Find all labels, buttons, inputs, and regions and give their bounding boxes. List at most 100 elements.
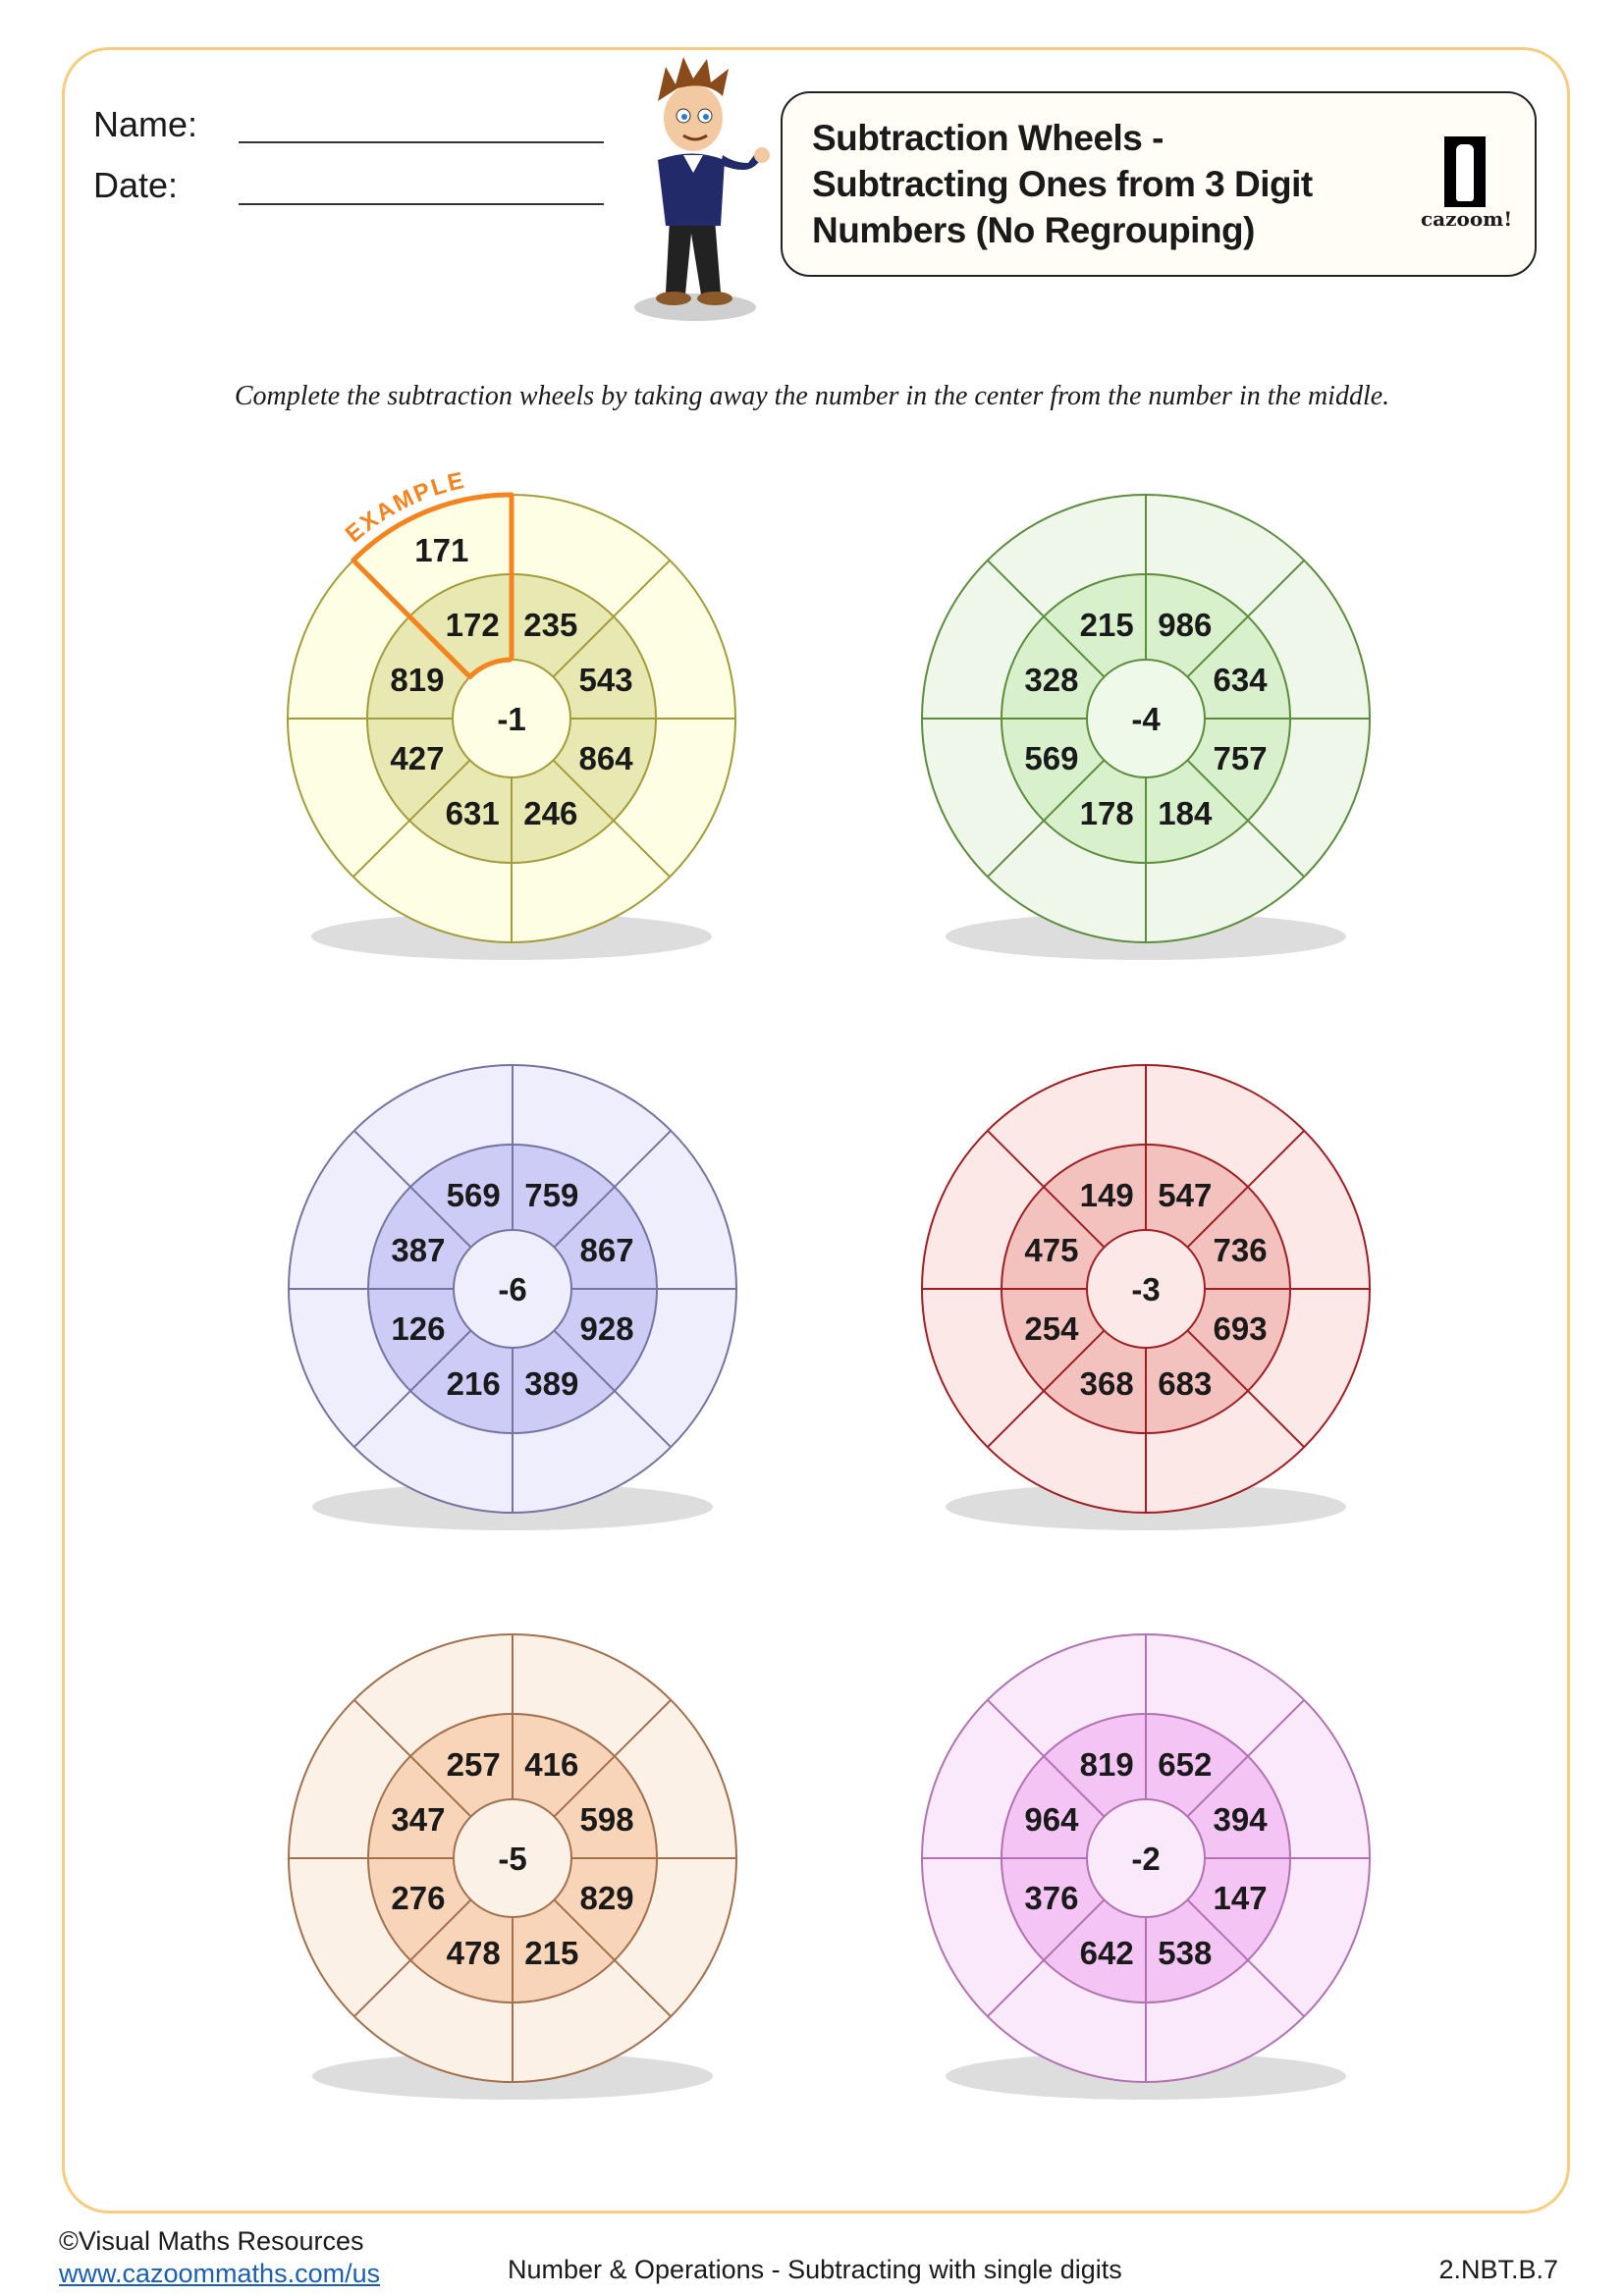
answer-slot[interactable] [1047,1998,1106,2056]
answer-slot[interactable] [1047,858,1106,917]
segment-divider [987,1130,1106,1249]
answer-slot[interactable] [1186,1428,1245,1487]
answer-slot[interactable] [1285,1190,1344,1249]
center-number: -1 [497,701,525,737]
answer-slot[interactable] [947,1759,1006,1818]
answer-slot[interactable] [1186,858,1245,917]
standard-code: 2.NBT.B.7 [1438,2255,1558,2284]
middle-number: 829 [580,1880,634,1916]
segment-divider [1186,1329,1305,1448]
answer-slot[interactable] [1285,1759,1344,1818]
logo-cup-icon [1444,136,1486,207]
answer-slot[interactable] [313,619,372,678]
answer-slot[interactable] [947,1190,1006,1249]
middle-number: 964 [1024,1801,1079,1838]
title-line-2: Subtracting Ones from 3 Digit [812,164,1313,204]
answer-slot[interactable] [652,1190,711,1249]
answer-slot[interactable] [553,1998,612,2056]
answer-slot[interactable] [413,1998,472,2056]
segment-divider [552,759,671,878]
middle-number: 216 [447,1365,501,1402]
answer-slot[interactable] [1047,1428,1106,1487]
middle-number: 215 [1080,607,1134,643]
example-highlight [351,492,514,680]
answer-slot[interactable] [1047,1660,1106,1719]
answer-slot[interactable] [1285,619,1344,678]
answer-slot[interactable] [1047,1091,1106,1149]
answer-slot[interactable] [552,858,611,917]
middle-number: 172 [446,607,500,643]
segment-divider [987,759,1106,878]
middle-number: 147 [1214,1880,1268,1916]
middle-number: 683 [1158,1365,1212,1402]
answer-slot[interactable] [947,759,1006,818]
answer-slot[interactable] [1285,1898,1344,1957]
title-line-1: Subtraction Wheels - [812,118,1164,158]
middle-number: 819 [390,662,444,698]
answer-slot[interactable] [1285,1329,1344,1388]
segment-divider [353,1130,472,1249]
segment-divider [553,1329,672,1448]
middle-number: 257 [447,1746,501,1783]
middle-number: 215 [524,1935,578,1971]
segment-divider [987,1329,1106,1448]
answer-slot[interactable] [1186,1091,1245,1149]
answer-slot[interactable] [553,1091,612,1149]
middle-number: 416 [524,1746,578,1783]
answer-slot[interactable] [1186,520,1245,579]
answer-slot[interactable] [314,1190,373,1249]
answer-slot[interactable] [413,1091,472,1149]
answer-slot[interactable] [652,1759,711,1818]
segment-divider [1186,759,1305,878]
segment-divider [553,1699,672,1818]
answer-slot[interactable] [652,1329,711,1388]
answer-slot[interactable] [314,1898,373,1957]
answer-slot[interactable] [1186,1998,1245,2056]
answer-slot[interactable] [412,858,471,917]
middle-number: 387 [391,1232,445,1268]
middle-number: 693 [1214,1310,1268,1347]
segment-divider [353,1329,472,1448]
answer-slot[interactable] [413,1660,472,1719]
answer-slot[interactable] [652,1898,711,1957]
answer-slot[interactable] [553,1660,612,1719]
title-line-3: Numbers (No Regrouping) [812,210,1255,250]
center-number: -4 [1131,701,1161,737]
middle-number: 126 [391,1310,445,1347]
middle-number: 757 [1214,740,1268,776]
name-field[interactable] [239,141,604,143]
answer-slot[interactable] [1285,759,1344,818]
segment-divider [987,1699,1106,1818]
middle-number: 478 [447,1935,501,1971]
answer-slot[interactable] [314,1759,373,1818]
segment-divider [987,560,1106,678]
answer-slot[interactable] [1047,520,1106,579]
date-field[interactable] [239,203,604,205]
inner-circle [1086,659,1206,778]
segment-divider [1186,560,1305,678]
middle-number: 598 [580,1801,634,1838]
cartoon-boy-illustration [634,57,770,321]
answer-slot[interactable] [413,1428,472,1487]
answer-slot[interactable] [552,520,611,579]
example-answer: 171 [414,532,468,568]
website-link[interactable]: www.cazoommaths.com/us [59,2259,381,2288]
answer-slot[interactable] [553,1428,612,1487]
date-label: Date: [93,165,179,205]
answer-slot[interactable] [313,759,372,818]
answer-slot[interactable] [947,619,1006,678]
copyright: ©Visual Maths Resources [59,2226,364,2256]
answer-slot[interactable] [314,1329,373,1388]
middle-number: 819 [1080,1746,1134,1783]
segment-divider [353,1699,472,1818]
answer-slot[interactable] [651,619,710,678]
answer-slot[interactable] [1186,1660,1245,1719]
answer-slot[interactable] [947,1329,1006,1388]
worksheet-title: Subtraction Wheels - Subtracting Ones fr… [812,115,1313,253]
segment-divider [552,560,671,678]
center-number: -6 [498,1271,526,1308]
answer-slot[interactable] [651,759,710,818]
answer-slot[interactable] [947,1898,1006,1957]
